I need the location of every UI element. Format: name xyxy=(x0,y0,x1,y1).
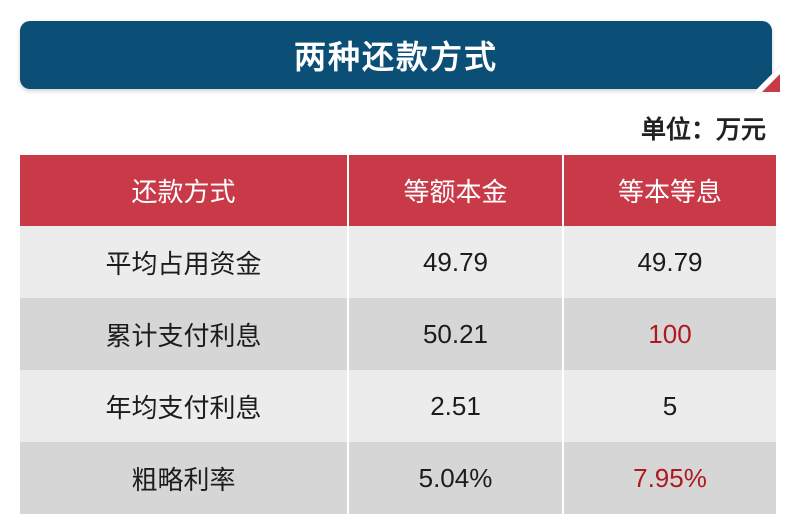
row-label: 年均支付利息 xyxy=(20,370,349,442)
row-label: 平均占用资金 xyxy=(20,226,349,298)
header-equal-interest: 等本等息 xyxy=(563,155,776,226)
table-row: 累计支付利息 50.21 100 xyxy=(20,298,776,370)
row-label: 累计支付利息 xyxy=(20,298,349,370)
cell-equal-interest: 100 xyxy=(563,298,776,370)
title-banner: 两种还款方式 xyxy=(20,21,772,89)
page-title: 两种还款方式 xyxy=(293,38,498,76)
header-equal-principal: 等额本金 xyxy=(348,155,564,226)
unit-label: 单位：万元 xyxy=(640,115,766,144)
cell-equal-interest: 49.79 xyxy=(563,226,776,298)
cell-equal-interest: 7.95% xyxy=(563,442,776,514)
cell-equal-principal: 49.79 xyxy=(348,226,564,298)
row-label: 粗略利率 xyxy=(20,442,349,514)
table-row: 年均支付利息 2.51 5 xyxy=(20,370,776,442)
repayment-comparison-table: 还款方式 等额本金 等本等息 平均占用资金 49.79 49.79 累计支付利息… xyxy=(20,155,776,514)
table-row: 粗略利率 5.04% 7.95% xyxy=(20,442,776,514)
cell-equal-principal: 2.51 xyxy=(348,370,564,442)
table-header-row: 还款方式 等额本金 等本等息 xyxy=(20,155,776,226)
header-method: 还款方式 xyxy=(20,155,349,226)
cell-equal-principal: 50.21 xyxy=(348,298,564,370)
cell-equal-interest: 5 xyxy=(563,370,776,442)
table-row: 平均占用资金 49.79 49.79 xyxy=(20,226,776,298)
corner-flag-decoration xyxy=(754,66,780,92)
cell-equal-principal: 5.04% xyxy=(348,442,564,514)
